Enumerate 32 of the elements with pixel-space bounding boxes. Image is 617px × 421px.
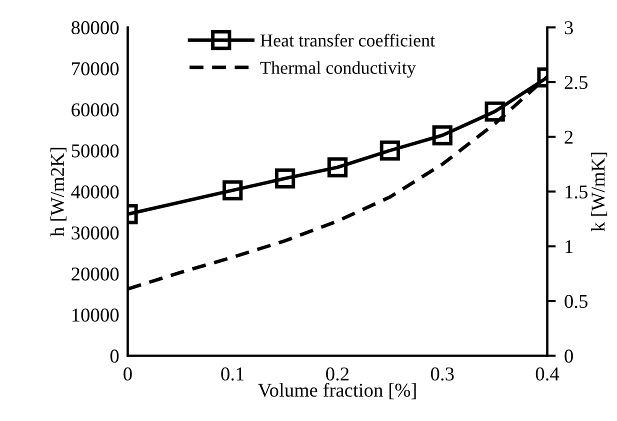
point — [432, 125, 452, 146]
x-tick-label: 0 — [124, 367, 132, 381]
y-tick-label: 30000 — [72, 226, 119, 240]
y2-tick-label: 1.5 — [566, 185, 588, 199]
x-tick-label: 0.1 — [221, 367, 244, 381]
y-tick-label: 20000 — [72, 267, 119, 281]
x-tick-label: 0.2 — [326, 367, 349, 381]
y-axis-title: h [W/m2K] — [50, 148, 66, 236]
y-tick-label: 0 — [110, 350, 119, 363]
y2-tick-label: 1 — [566, 240, 572, 254]
y-tick-label: 10000 — [72, 308, 119, 322]
point — [327, 157, 348, 178]
y2-tick-label: 0.5 — [564, 294, 588, 308]
legend-label: Thermal conductivity — [260, 61, 416, 78]
y2-tick-label: 2 — [564, 130, 573, 144]
legend-label: Heat transfer coefficient — [260, 34, 435, 47]
y-tick-label: 40000 — [71, 185, 119, 198]
x-tick-label: 0.4 — [536, 367, 560, 381]
y-tick-label: 60000 — [72, 103, 119, 116]
y-tick-label: 70000 — [72, 62, 119, 76]
point — [380, 140, 400, 161]
x-axis-title: Volume fraction [%] — [258, 382, 416, 400]
y2-tick-label: 2.5 — [564, 76, 588, 90]
y2-tick-label: 0 — [564, 350, 573, 363]
x-tick-label: 0.3 — [430, 367, 454, 381]
y2-axis-title: k [W/mK] — [591, 152, 608, 232]
point — [484, 101, 505, 122]
point — [274, 168, 296, 188]
point — [222, 180, 243, 200]
y-tick-label: 80000 — [72, 21, 119, 34]
y-tick-label: 50000 — [72, 144, 119, 158]
y2-tick-label: 3 — [564, 21, 573, 34]
